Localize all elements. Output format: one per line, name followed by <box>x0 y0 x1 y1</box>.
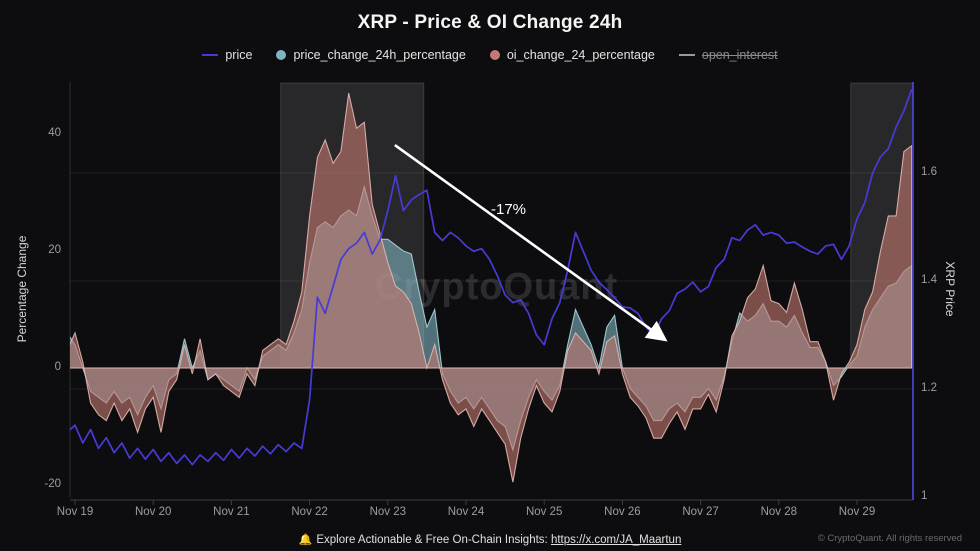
price-line-marker-icon <box>202 54 219 56</box>
legend-item-price[interactable]: price <box>202 48 252 62</box>
x-tick: Nov 19 <box>56 506 94 518</box>
y-tick-right: 1.2 <box>921 382 937 394</box>
x-tick: Nov 27 <box>682 506 719 518</box>
legend: price price_change_24h_percentage oi_cha… <box>0 48 980 62</box>
annotation-minus-17-label: -17% <box>491 201 527 219</box>
x-tick: Nov 24 <box>447 506 485 518</box>
footer-link[interactable]: https://x.com/JA_Maartun <box>550 534 682 546</box>
x-tick: Nov 28 <box>760 506 798 518</box>
salmon-dot-marker-icon <box>489 50 500 60</box>
footer-cta: 🔔 Explore Actionable & Free On-Chain Insi… <box>0 533 980 546</box>
y-tick-right: 1.6 <box>921 166 937 178</box>
teal-dot-marker-icon <box>276 50 287 60</box>
legend-label: price <box>225 48 253 62</box>
legend-item-open-interest[interactable]: open_interest <box>678 48 778 62</box>
footer-text: Explore Actionable & Free On-Chain Insig… <box>316 534 548 546</box>
copyright-text: © CryptoQuant. All rights reserved <box>817 533 962 544</box>
x-tick: Nov 29 <box>838 506 876 518</box>
y-axis-label-right: XRP Price <box>943 261 957 317</box>
legend-item-oi-change[interactable]: oi_change_24_percentage <box>489 48 655 62</box>
legend-label: open_interest <box>701 48 778 62</box>
bell-icon: 🔔 <box>298 534 313 546</box>
gray-line-marker-icon <box>678 54 695 56</box>
x-tick: Nov 23 <box>369 506 407 518</box>
page-title: XRP - Price & OI Change 24h <box>357 12 623 33</box>
legend-item-price-change[interactable]: price_change_24h_percentage <box>276 48 466 62</box>
legend-label: oi_change_24_percentage <box>506 48 655 62</box>
x-tick: Nov 22 <box>291 506 328 518</box>
y-tick-left: 40 <box>48 127 61 139</box>
x-tick: Nov 20 <box>134 506 172 518</box>
legend-label: price_change_24h_percentage <box>293 48 466 62</box>
y-tick-left: 20 <box>48 244 61 256</box>
x-tick: Nov 21 <box>213 506 250 518</box>
y-tick-left: -20 <box>44 478 61 490</box>
x-tick: Nov 26 <box>604 506 641 518</box>
y-tick-right: 1.4 <box>921 274 937 286</box>
y-tick-right: 1 <box>921 490 928 502</box>
y-tick-left: 0 <box>54 361 61 373</box>
x-tick: Nov 25 <box>525 506 563 518</box>
